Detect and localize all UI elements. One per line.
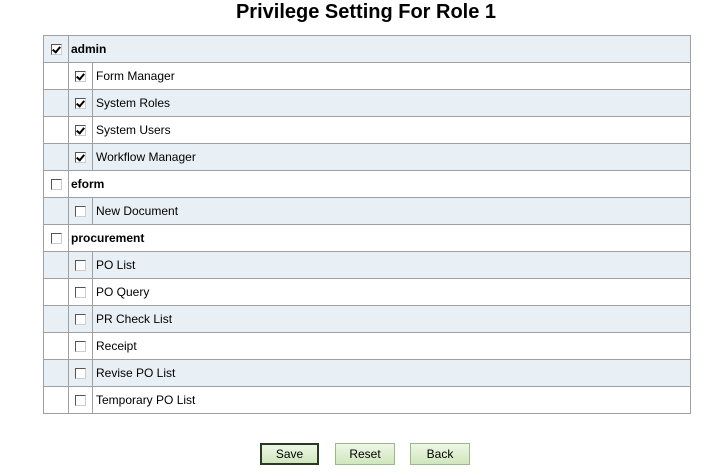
group-checkbox[interactable] xyxy=(50,233,62,245)
privilege-table: admin Form Manager System Roles System User… xyxy=(43,35,691,414)
privilege-checkbox[interactable] xyxy=(75,368,86,380)
privilege-checkbox[interactable] xyxy=(75,206,86,218)
back-button[interactable]: Back xyxy=(410,443,470,465)
privilege-checkbox[interactable] xyxy=(75,71,86,83)
privilege-row: PR Check List xyxy=(43,305,691,333)
privilege-checkbox[interactable] xyxy=(75,287,86,299)
privilege-row: Revise PO List xyxy=(43,359,691,387)
reset-button[interactable]: Reset xyxy=(335,443,395,465)
group-row: procurement xyxy=(43,224,691,252)
privilege-checkbox[interactable] xyxy=(75,98,86,110)
page-title: Privilege Setting For Role 1 xyxy=(235,1,497,23)
group-label: procurement xyxy=(68,224,691,252)
privilege-row: System Roles xyxy=(43,89,691,117)
privilege-label: PO Query xyxy=(92,278,691,306)
privilege-checkbox[interactable] xyxy=(75,314,86,326)
privilege-label: New Document xyxy=(92,197,691,225)
privilege-checkbox[interactable] xyxy=(75,341,86,353)
save-button[interactable]: Save xyxy=(260,443,319,465)
privilege-checkbox[interactable] xyxy=(75,152,86,164)
group-label: eform xyxy=(68,170,691,198)
privilege-checkbox[interactable] xyxy=(75,260,86,272)
privilege-label: PR Check List xyxy=(92,305,691,333)
privilege-row: Receipt xyxy=(43,332,691,360)
privilege-row: System Users xyxy=(43,116,691,144)
privilege-row: PO Query xyxy=(43,278,691,306)
privilege-label: Workflow Manager xyxy=(92,143,691,171)
privilege-row: Temporary PO List xyxy=(43,386,691,414)
group-checkbox[interactable] xyxy=(50,179,62,191)
privilege-row: New Document xyxy=(43,197,691,225)
privilege-label: Form Manager xyxy=(92,62,691,90)
privilege-row: Workflow Manager xyxy=(43,143,691,171)
privilege-label: System Users xyxy=(92,116,691,144)
privilege-row: Form Manager xyxy=(43,62,691,90)
privilege-checkbox[interactable] xyxy=(75,125,86,137)
privilege-label: System Roles xyxy=(92,89,691,117)
privilege-label: Temporary PO List xyxy=(92,386,691,414)
privilege-label: Revise PO List xyxy=(92,359,691,387)
group-label: admin xyxy=(68,35,691,63)
group-checkbox[interactable] xyxy=(50,44,62,56)
privilege-label: PO List xyxy=(92,251,691,279)
privilege-row: PO List xyxy=(43,251,691,279)
group-row: eform xyxy=(43,170,691,198)
privilege-label: Receipt xyxy=(92,332,691,360)
group-row: admin xyxy=(43,35,691,63)
privilege-checkbox[interactable] xyxy=(75,395,86,407)
